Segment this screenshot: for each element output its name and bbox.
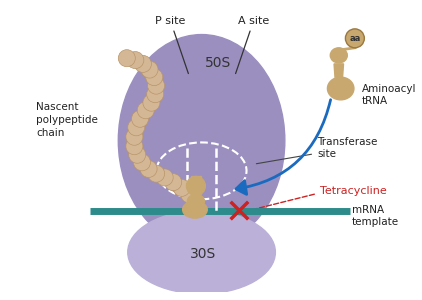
- Text: Transferase
site: Transferase site: [256, 137, 377, 164]
- Text: Nascent
polypeptide
chain: Nascent polypeptide chain: [36, 101, 98, 138]
- Circle shape: [148, 165, 165, 182]
- Circle shape: [132, 110, 149, 127]
- Circle shape: [156, 169, 173, 186]
- Circle shape: [134, 56, 151, 72]
- Circle shape: [126, 138, 143, 155]
- Circle shape: [346, 29, 364, 48]
- Circle shape: [173, 179, 190, 197]
- Circle shape: [148, 77, 165, 94]
- Circle shape: [118, 50, 135, 67]
- Circle shape: [141, 61, 158, 78]
- Text: mRNA
template: mRNA template: [352, 205, 399, 227]
- Circle shape: [165, 174, 182, 191]
- Circle shape: [127, 52, 144, 69]
- Ellipse shape: [118, 34, 285, 247]
- Ellipse shape: [330, 48, 347, 63]
- Text: 50S: 50S: [205, 56, 231, 70]
- Text: aa: aa: [349, 34, 360, 43]
- Circle shape: [143, 94, 160, 111]
- Circle shape: [133, 154, 151, 171]
- Ellipse shape: [327, 77, 354, 100]
- Circle shape: [140, 160, 157, 177]
- Circle shape: [128, 119, 145, 136]
- Ellipse shape: [128, 211, 276, 294]
- Circle shape: [147, 85, 164, 103]
- Circle shape: [126, 128, 143, 145]
- Ellipse shape: [187, 176, 206, 195]
- Circle shape: [129, 146, 146, 163]
- Text: Tetracycline: Tetracycline: [320, 186, 387, 196]
- Polygon shape: [191, 176, 200, 194]
- Text: P site: P site: [155, 16, 188, 74]
- Polygon shape: [334, 64, 344, 77]
- FancyArrowPatch shape: [236, 100, 330, 194]
- Circle shape: [187, 194, 204, 211]
- Circle shape: [146, 69, 163, 86]
- Ellipse shape: [183, 201, 207, 218]
- Text: 30S: 30S: [190, 247, 216, 261]
- Ellipse shape: [187, 194, 204, 208]
- Circle shape: [137, 102, 154, 119]
- Circle shape: [181, 186, 198, 203]
- Text: Aminoacyl
tRNA: Aminoacyl tRNA: [362, 84, 416, 106]
- Text: A site: A site: [235, 16, 269, 74]
